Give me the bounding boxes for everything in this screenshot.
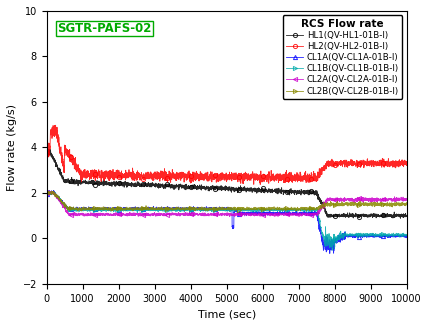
Line: CL2B(QV-CL2B-01B-I): CL2B(QV-CL2B-01B-I) xyxy=(45,189,409,213)
HL2(QV-HL2-01B-I) xyxy=(85,170,91,174)
HL2(QV-HL2-01B-I) xyxy=(359,162,364,166)
CL1A(QV-CL1A-01B-I) xyxy=(51,188,56,192)
CL2B(QV-CL2B-01B-I) xyxy=(397,204,402,208)
CL1B(QV-CL1B-01B-I) xyxy=(329,248,335,252)
CL1B(QV-CL1B-01B-I) xyxy=(106,208,112,212)
Line: CL1B(QV-CL1B-01B-I): CL1B(QV-CL1B-01B-I) xyxy=(45,189,409,252)
Line: CL2A(QV-CL2A-01B-I): CL2A(QV-CL2A-01B-I) xyxy=(45,188,409,219)
Legend: HL1(QV-HL1-01B-I), HL2(QV-HL2-01B-I), CL1A(QV-CL1A-01B-I), CL1B(QV-CL1B-01B-I), : HL1(QV-HL1-01B-I), HL2(QV-HL2-01B-I), CL… xyxy=(283,15,402,99)
CL2B(QV-CL2B-01B-I) xyxy=(44,190,49,194)
CL1B(QV-CL1B-01B-I) xyxy=(359,232,364,236)
CL2A(QV-CL2A-01B-I) xyxy=(359,197,364,201)
CL2A(QV-CL2A-01B-I) xyxy=(198,212,203,216)
CL2A(QV-CL2A-01B-I) xyxy=(227,215,233,218)
CL1B(QV-CL1B-01B-I) xyxy=(44,192,49,196)
HL2(QV-HL2-01B-I) xyxy=(53,123,58,127)
Y-axis label: Flow rate (kg/s): Flow rate (kg/s) xyxy=(7,104,17,191)
Text: SGTR-PAFS-02: SGTR-PAFS-02 xyxy=(57,22,152,35)
HL1(QV-HL1-01B-I) xyxy=(45,147,50,151)
HL2(QV-HL2-01B-I) xyxy=(182,171,187,175)
HL2(QV-HL2-01B-I) xyxy=(106,179,112,183)
CL2B(QV-CL2B-01B-I) xyxy=(359,202,364,206)
CL1A(QV-CL1A-01B-I) xyxy=(106,207,112,211)
HL2(QV-HL2-01B-I) xyxy=(258,183,263,186)
HL2(QV-HL2-01B-I) xyxy=(198,178,203,182)
CL1B(QV-CL1B-01B-I) xyxy=(85,208,91,212)
HL1(QV-HL1-01B-I) xyxy=(106,181,112,185)
CL1A(QV-CL1A-01B-I) xyxy=(44,192,49,196)
CL2A(QV-CL2A-01B-I) xyxy=(45,189,51,193)
CL2B(QV-CL2B-01B-I) xyxy=(106,206,112,210)
Line: HL1(QV-HL1-01B-I): HL1(QV-HL1-01B-I) xyxy=(45,147,409,220)
Line: HL2(QV-HL2-01B-I): HL2(QV-HL2-01B-I) xyxy=(45,123,409,186)
CL1A(QV-CL1A-01B-I) xyxy=(404,234,409,238)
HL1(QV-HL1-01B-I) xyxy=(358,213,363,217)
CL1B(QV-CL1B-01B-I) xyxy=(404,233,409,237)
CL2A(QV-CL2A-01B-I) xyxy=(44,191,49,195)
HL1(QV-HL1-01B-I) xyxy=(44,149,49,153)
CL2A(QV-CL2A-01B-I) xyxy=(85,213,91,217)
CL2A(QV-CL2A-01B-I) xyxy=(182,212,187,216)
CL2B(QV-CL2B-01B-I) xyxy=(198,207,203,211)
CL1A(QV-CL1A-01B-I) xyxy=(359,235,364,239)
HL1(QV-HL1-01B-I) xyxy=(404,214,409,218)
HL1(QV-HL1-01B-I) xyxy=(398,216,403,220)
CL1A(QV-CL1A-01B-I) xyxy=(85,207,91,211)
CL1A(QV-CL1A-01B-I) xyxy=(198,206,203,210)
CL2A(QV-CL2A-01B-I) xyxy=(397,198,402,202)
CL2A(QV-CL2A-01B-I) xyxy=(404,197,409,201)
CL2B(QV-CL2B-01B-I) xyxy=(182,207,187,211)
CL1A(QV-CL1A-01B-I) xyxy=(397,234,402,238)
CL2B(QV-CL2B-01B-I) xyxy=(85,207,91,211)
CL2A(QV-CL2A-01B-I) xyxy=(106,212,112,216)
HL1(QV-HL1-01B-I) xyxy=(85,181,91,185)
CL1B(QV-CL1B-01B-I) xyxy=(198,210,203,214)
Line: CL1A(QV-CL1A-01B-I): CL1A(QV-CL1A-01B-I) xyxy=(45,188,409,256)
CL1B(QV-CL1B-01B-I) xyxy=(397,233,402,237)
HL1(QV-HL1-01B-I) xyxy=(397,214,402,218)
CL1B(QV-CL1B-01B-I) xyxy=(51,189,56,193)
HL2(QV-HL2-01B-I) xyxy=(397,161,402,165)
CL1B(QV-CL1B-01B-I) xyxy=(182,207,187,211)
HL1(QV-HL1-01B-I) xyxy=(198,186,203,190)
X-axis label: Time (sec): Time (sec) xyxy=(197,309,256,319)
CL2B(QV-CL2B-01B-I) xyxy=(109,209,115,213)
HL1(QV-HL1-01B-I) xyxy=(182,187,187,191)
CL2B(QV-CL2B-01B-I) xyxy=(49,189,54,193)
CL2B(QV-CL2B-01B-I) xyxy=(404,202,409,206)
HL2(QV-HL2-01B-I) xyxy=(404,163,409,167)
HL2(QV-HL2-01B-I) xyxy=(44,152,49,156)
CL1A(QV-CL1A-01B-I) xyxy=(182,206,187,210)
CL1A(QV-CL1A-01B-I) xyxy=(327,251,332,255)
